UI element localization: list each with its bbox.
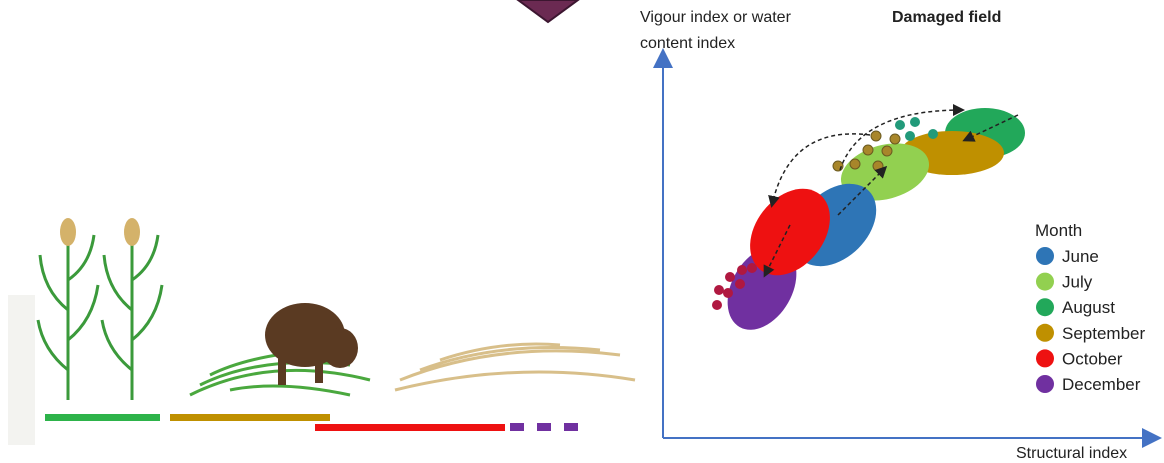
corn-tassels (60, 218, 140, 246)
legend-swatch (1036, 349, 1054, 368)
timeline-bar (510, 423, 524, 431)
timeline-bar (315, 424, 505, 431)
legend-label: October (1062, 349, 1123, 368)
legend-label: July (1062, 273, 1093, 292)
title: Damaged field (892, 9, 1001, 26)
legend-label: September (1062, 324, 1145, 343)
legend-label: August (1062, 298, 1115, 317)
corn-plants (36, 230, 164, 400)
ellipse-october (750, 188, 830, 276)
legend: June July August September October December (1036, 247, 1145, 394)
legend-swatch (1036, 272, 1054, 291)
sample-dots (712, 117, 938, 310)
y-axis-label: Vigour index or water (640, 9, 792, 26)
timeline-bar (564, 423, 578, 431)
x-axis-label: Structural index (1016, 445, 1127, 462)
legend-swatch (1036, 375, 1054, 393)
diamond-shape (516, 0, 580, 24)
legend-swatch (1036, 298, 1054, 317)
legend-swatch (1036, 247, 1054, 265)
boar (265, 303, 358, 385)
transition-arrows (763, 104, 1019, 278)
legend-label: December (1062, 375, 1141, 394)
timeline-bar (537, 423, 551, 431)
y-axis-label: content index (640, 35, 735, 52)
flattened-corn (189, 348, 371, 397)
dried-corn (394, 342, 636, 392)
legend-swatch (1036, 323, 1054, 342)
legend-title: Month (1035, 221, 1082, 240)
timeline-bar (170, 414, 330, 421)
legend-label: June (1062, 247, 1099, 266)
side-panel (8, 295, 35, 445)
timeline-bar (45, 414, 160, 421)
